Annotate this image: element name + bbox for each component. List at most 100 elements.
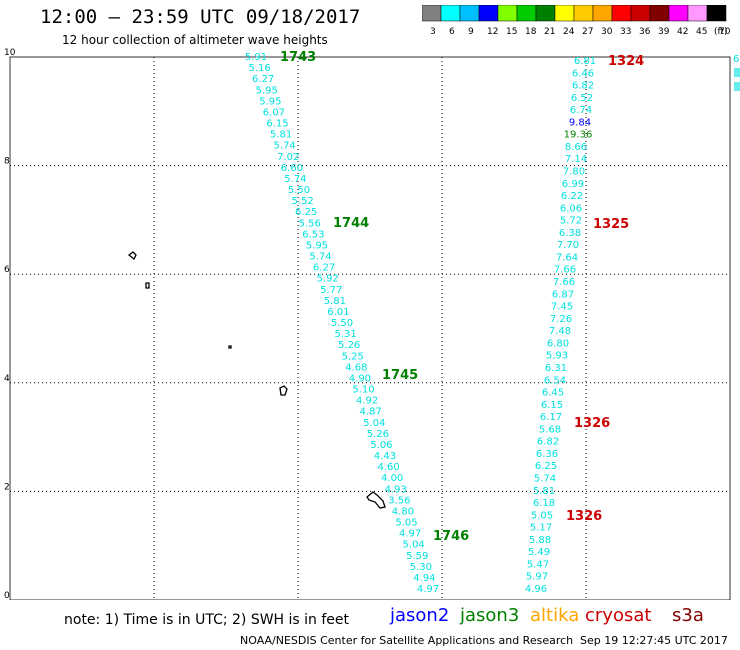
wave-height-value: 4.92 [356, 396, 378, 407]
wave-height-value: 6.52 [571, 93, 593, 104]
wave-height-value: 6.25 [295, 207, 317, 218]
wave-height-value: 5.74 [534, 473, 556, 484]
wave-height-value: 5.95 [256, 85, 278, 96]
color-legend: 3 6 9 12 15 18 21 24 27 30 33 36 39 42 45 70 (ft) [421, 4, 732, 37]
wave-height-value: 4.68 [345, 362, 367, 373]
wave-height-value: 19.36 [564, 130, 593, 141]
wave-height-value: 6.80 [547, 338, 569, 349]
wave-height-value: 5.88 [529, 535, 551, 546]
wave-height-value: 5.97 [526, 572, 548, 583]
wave-height-value: 5.59 [406, 551, 428, 562]
wave-height-value: 5.49 [528, 547, 550, 558]
wave-height-value: 6.81 [574, 56, 596, 67]
footer-note: note: 1) Time is in UTC; 2) SWH is in fe… [64, 612, 350, 628]
wave-height-value: 6.06 [560, 203, 582, 214]
wave-height-value: 7.45 [551, 302, 573, 313]
pass-time-label: 1746 [433, 529, 469, 544]
legend-label: 12 [487, 27, 499, 37]
legend-cryosat: cryosat [585, 605, 652, 626]
wave-height-value: 7.48 [549, 326, 571, 337]
legend-label: 36 [639, 27, 651, 37]
wave-height-value: 6.38 [559, 228, 581, 239]
y-tick-label: 4 [4, 374, 10, 384]
legend-jason2: jason2 [390, 605, 450, 626]
y-tick-label: 2 [4, 482, 10, 492]
wave-height-value: 5.47 [527, 559, 549, 570]
wave-height-value: 6.01 [327, 307, 349, 318]
wave-height-value: 6.4 [733, 54, 740, 65]
y-tick-label: 10 [4, 48, 16, 58]
wave-height-value: 6.53 [302, 229, 324, 240]
wave-height-value: 5.74 [309, 252, 331, 263]
wave-height-value: 6.82 [537, 437, 559, 448]
wave-height-value: 5.68 [539, 424, 561, 435]
wave-height-value: 3.56 [388, 495, 410, 506]
wave-height-value: 5.74 [274, 141, 296, 152]
legend-label: 30 [601, 27, 613, 37]
wave-height-value: 5.74 [284, 174, 306, 185]
wave-height-value: 7.70 [557, 240, 579, 251]
legend-altika: altika [530, 605, 580, 626]
wave-height-value: 4.87 [360, 407, 382, 418]
legend-label: 33 [620, 27, 632, 37]
legend-label: 24 [563, 27, 575, 37]
wave-height-value: 5.06 [370, 440, 392, 451]
wave-height-value: 6.15 [266, 119, 288, 130]
island-outline [228, 345, 232, 349]
wave-height-value: 6.87 [552, 289, 574, 300]
wave-height-value: 4.97 [417, 584, 439, 595]
wave-height-value: 6.45 [542, 388, 564, 399]
wave-height-value: 7.26 [550, 314, 572, 325]
wave-height-value: 5.92 [317, 274, 339, 285]
wave-height-value: 7.02 [277, 152, 299, 163]
wave-height-value: 4.94 [413, 573, 435, 584]
legend-label: 18 [525, 27, 537, 37]
wave-height-value: 5.50 [288, 185, 310, 196]
legend-label: 27 [582, 27, 594, 37]
wave-height-value: 4.60 [377, 462, 399, 473]
wave-height-value: 6.18 [533, 498, 555, 509]
island-outline [145, 282, 150, 289]
wave-height-value: 5.05 [395, 518, 417, 529]
page-title: 12:00 – 23:59 UTC 09/18/2017 [40, 6, 361, 28]
wave-height-value: 6.27 [313, 263, 335, 274]
wave-height-value: 5.81 [324, 296, 346, 307]
legend-s3a: s3a [672, 605, 704, 626]
wave-height-value: 4.80 [392, 506, 414, 517]
wave-height-value: 5.81 [533, 486, 555, 497]
wave-height-value: 4.96 [525, 584, 547, 595]
wave-height-fragment [734, 68, 740, 77]
pass-time-label: 1324 [608, 54, 644, 69]
legend-label: 3 [430, 27, 436, 37]
wave-height-value: 6.74 [570, 105, 592, 116]
pass-time-label: 1743 [280, 50, 316, 65]
pass-time-label: 1745 [382, 368, 418, 383]
legend-label: 15 [506, 27, 518, 37]
wave-height-value: 5.04 [403, 540, 425, 551]
wave-height-value: 5.50 [331, 318, 353, 329]
island-outline [127, 251, 137, 261]
wave-height-value: 5.17 [530, 523, 552, 534]
wave-height-value: 6.54 [544, 375, 566, 386]
wave-height-value: 4.43 [374, 451, 396, 462]
legend-label: 45 [696, 27, 708, 37]
wave-height-value: 5.95 [259, 96, 281, 107]
wave-height-value: 6.15 [541, 400, 563, 411]
wave-height-value: 6.36 [536, 449, 558, 460]
legend-label: 21 [544, 27, 556, 37]
credit-line: NOAA/NESDIS Center for Satellite Applica… [240, 634, 574, 647]
wave-height-value: 7.66 [554, 265, 576, 276]
wave-height-value: 6.46 [572, 68, 594, 79]
wave-height-value: 5.30 [410, 562, 432, 573]
wave-height-value: 4.00 [381, 473, 403, 484]
wave-height-value: 5.56 [299, 218, 321, 229]
wave-height-value: 5.72 [560, 216, 582, 227]
legend-label: 42 [677, 27, 689, 37]
wave-height-value: 8.66 [565, 142, 587, 153]
wave-height-value: 4.90 [349, 373, 371, 384]
y-tick-label: 6 [4, 265, 10, 275]
wave-height-value: 6.99 [562, 179, 584, 190]
wave-height-value: 5.25 [342, 351, 364, 362]
wave-height-value: 4.97 [399, 529, 421, 540]
wave-height-value: 5.77 [320, 285, 342, 296]
